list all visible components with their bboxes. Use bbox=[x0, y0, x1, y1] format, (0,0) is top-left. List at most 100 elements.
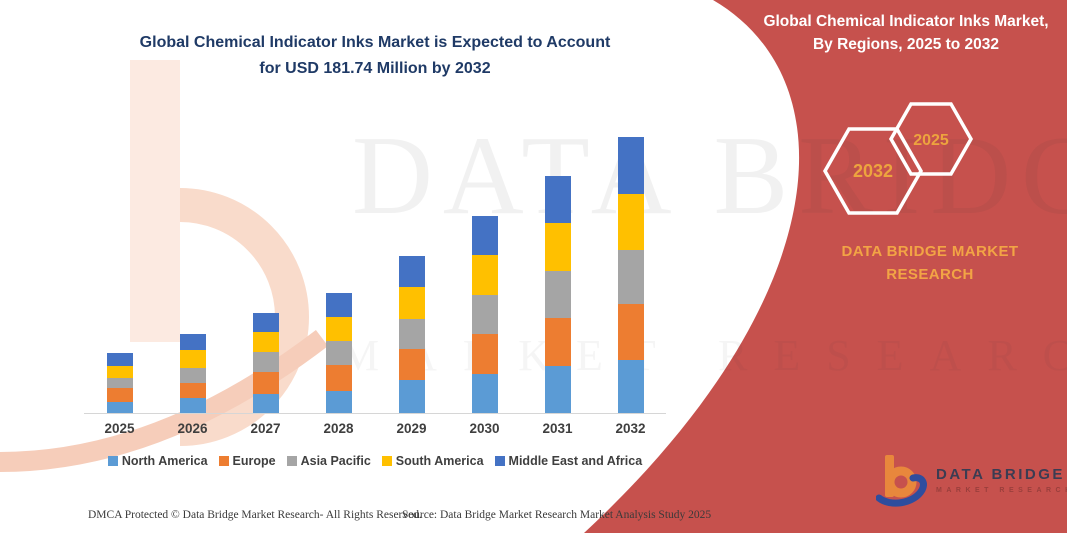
bar-segment bbox=[398, 348, 425, 381]
data-bridge-logo: DATA BRIDGE MARKET RESEARCH bbox=[876, 452, 1067, 508]
x-axis-label: 2026 bbox=[177, 421, 208, 436]
bar-segment bbox=[252, 332, 279, 353]
bar-segment bbox=[398, 380, 425, 413]
bar-segment bbox=[252, 393, 279, 413]
chart-title-line2: for USD 181.74 Million by 2032 bbox=[259, 60, 491, 78]
legend-label: Europe bbox=[232, 454, 276, 468]
bar-segment bbox=[544, 223, 571, 271]
bar-segment bbox=[179, 398, 206, 413]
bar-segment bbox=[179, 368, 206, 384]
bar-column-2027 bbox=[229, 123, 302, 413]
legend-item: Asia Pacific bbox=[286, 454, 371, 468]
logo-subtitle: MARKET RESEARCH bbox=[936, 487, 1067, 494]
bar-stack bbox=[106, 353, 133, 413]
bar-segment bbox=[106, 387, 133, 402]
x-axis-label: 2030 bbox=[469, 421, 500, 436]
source-note: Source: Data Bridge Market Research Mark… bbox=[402, 509, 712, 521]
bar-segment bbox=[252, 352, 279, 373]
bar-segment bbox=[617, 194, 644, 250]
brand-text: DATA BRIDGE MARKET RESEARCH bbox=[841, 243, 1019, 284]
bar-segment bbox=[398, 286, 425, 319]
legend-item: South America bbox=[381, 454, 484, 468]
legend-label: North America bbox=[121, 454, 208, 468]
bar-segment bbox=[106, 377, 133, 388]
bar-segment bbox=[617, 303, 644, 361]
bar-segment bbox=[106, 365, 133, 378]
hexagon-2032-label: 2032 bbox=[853, 161, 893, 181]
bar-segment bbox=[544, 365, 571, 413]
data-bridge-logo-mark-icon bbox=[876, 455, 927, 507]
x-axis-label: 2028 bbox=[323, 421, 354, 436]
legend-label: Asia Pacific bbox=[300, 454, 371, 468]
bar-segment bbox=[252, 372, 279, 394]
bar-stack bbox=[325, 293, 352, 413]
legend-item: North America bbox=[107, 454, 208, 468]
bar-segment bbox=[471, 255, 498, 295]
year-hexagons: 2032 2025 bbox=[822, 102, 974, 215]
x-axis-label: 2025 bbox=[104, 421, 135, 436]
bar-stack bbox=[179, 333, 206, 413]
x-axis-label: 2029 bbox=[396, 421, 427, 436]
bar-segment bbox=[106, 401, 133, 413]
bar-stack bbox=[398, 255, 425, 413]
watermark-subtext: MARKET RESEARCH bbox=[340, 331, 1067, 380]
chart-title: Global Chemical Indicator Inks Market is… bbox=[88, 30, 662, 83]
bar-segment bbox=[325, 341, 352, 365]
legend-swatch-icon bbox=[107, 456, 118, 466]
bar-stack bbox=[617, 136, 644, 413]
x-axis-label: 2031 bbox=[542, 421, 573, 436]
bar-segment bbox=[544, 176, 571, 224]
bar-segment bbox=[325, 317, 352, 342]
bar-column-2029 bbox=[375, 123, 448, 413]
hexagon-2025-icon bbox=[888, 102, 974, 176]
logo-text: DATA BRIDGE MARKET RESEARCH bbox=[936, 466, 1067, 494]
bar-segment bbox=[617, 136, 644, 195]
x-axis-label: 2032 bbox=[615, 421, 646, 436]
bar-segment bbox=[325, 364, 352, 391]
legend-swatch-icon bbox=[218, 456, 229, 466]
bar-segment bbox=[544, 270, 571, 319]
bar-stack bbox=[471, 215, 498, 413]
bar-column-2031 bbox=[521, 123, 594, 413]
bar-segment bbox=[471, 373, 498, 413]
bar-segment bbox=[544, 318, 571, 366]
legend-swatch-icon bbox=[494, 456, 505, 466]
logo-name: DATA BRIDGE bbox=[936, 466, 1065, 483]
bar-segment bbox=[398, 318, 425, 349]
dmca-notice: DMCA Protected © Data Bridge Market Rese… bbox=[88, 509, 422, 521]
bar-column-2032 bbox=[594, 123, 667, 413]
legend-label: South America bbox=[395, 454, 484, 468]
legend-swatch-icon bbox=[381, 456, 392, 466]
chart-legend: North America Europe Asia Pacific South Ame… bbox=[83, 454, 667, 468]
bar-segment bbox=[106, 353, 133, 366]
bar-segment bbox=[325, 390, 352, 413]
bar-segment bbox=[471, 294, 498, 335]
hexagon-2025-label: 2025 bbox=[913, 132, 949, 149]
watermark-logo-icon bbox=[0, 60, 329, 472]
bar-segment bbox=[252, 313, 279, 333]
bar-segment bbox=[398, 255, 425, 287]
x-axis-label: 2027 bbox=[250, 421, 281, 436]
watermark-text: DATA BRIDGE bbox=[352, 114, 1067, 238]
chart-title-line1: Global Chemical Indicator Inks Market is… bbox=[139, 34, 611, 51]
bar-column-2025 bbox=[83, 123, 156, 413]
x-axis-line bbox=[84, 413, 666, 414]
bar-segment bbox=[179, 383, 206, 399]
stacked-bar-chart bbox=[83, 123, 667, 413]
bar-segment bbox=[471, 215, 498, 256]
legend-item: Middle East and Africa bbox=[494, 454, 642, 468]
bar-column-2026 bbox=[156, 123, 229, 413]
bar-stack bbox=[252, 313, 279, 413]
bar-segment bbox=[179, 349, 206, 369]
legend-swatch-icon bbox=[286, 456, 297, 466]
bar-segment bbox=[617, 249, 644, 304]
bar-stack bbox=[544, 176, 571, 413]
bar-segment bbox=[325, 293, 352, 318]
panel-title: Global Chemical Indicator Inks Market, B… bbox=[763, 13, 1049, 54]
legend-item: Europe bbox=[218, 454, 276, 468]
bar-column-2030 bbox=[448, 123, 521, 413]
x-axis-labels: 2025 2026 2027 2028 2029 2030 2031 2032 bbox=[83, 421, 667, 436]
bar-segment bbox=[471, 334, 498, 374]
